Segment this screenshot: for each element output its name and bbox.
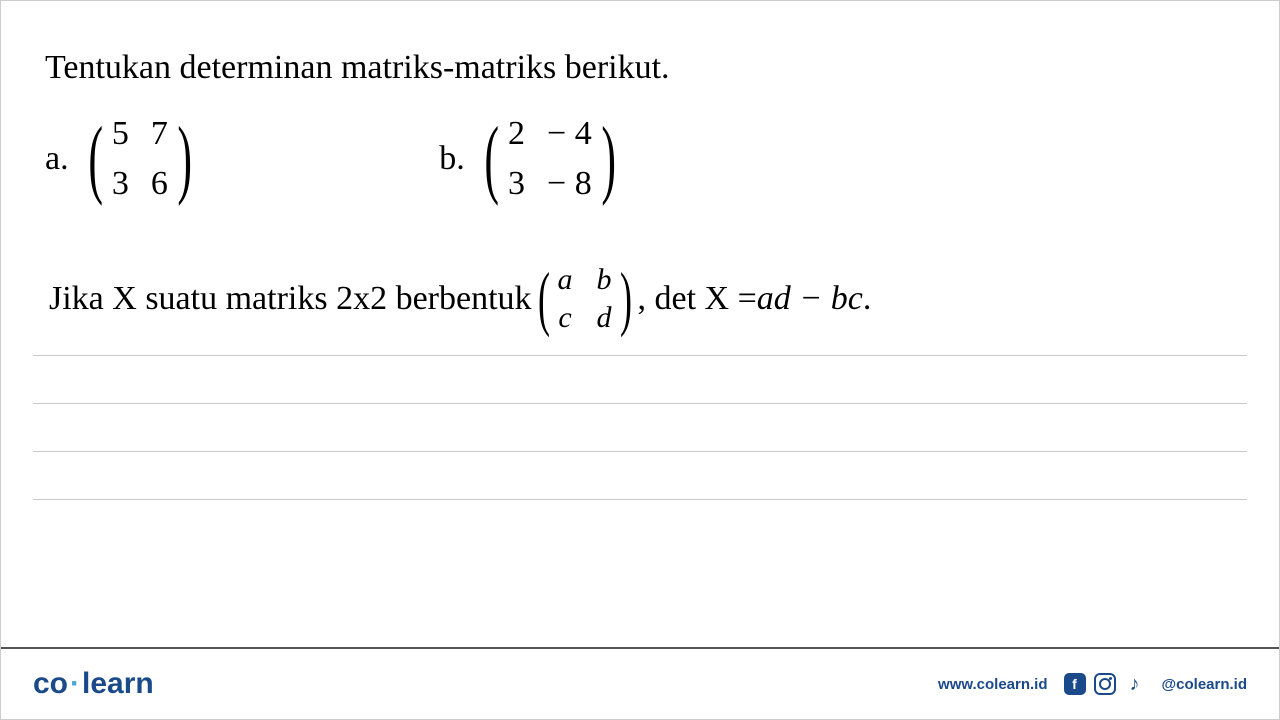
- logo: co·learn: [33, 667, 154, 701]
- logo-learn: learn: [82, 667, 154, 700]
- facebook-icon: f: [1064, 673, 1086, 695]
- right-paren-icon: ): [620, 270, 632, 328]
- problem-b-label: b.: [439, 140, 465, 178]
- right-paren-icon: ): [177, 124, 192, 194]
- ruled-line: [33, 355, 1247, 403]
- formula-mid: , det X =: [638, 280, 757, 318]
- left-paren-icon: (: [538, 270, 550, 328]
- problem-a: a. ( 5 7 3 6 ): [45, 115, 199, 203]
- fm-11: a: [558, 263, 573, 297]
- matrix-a-22: 6: [151, 165, 168, 203]
- left-paren-icon: (: [484, 124, 499, 194]
- content-area: Tentukan determinan matriks-matriks beri…: [1, 1, 1279, 335]
- footer: co·learn www.colearn.id f ♪ @colearn.id: [1, 647, 1279, 719]
- logo-co: co: [33, 667, 68, 700]
- matrix-a-11: 5: [112, 115, 129, 153]
- formula-matrix-body: a b c d: [556, 263, 614, 335]
- logo-dot-icon: ·: [68, 667, 82, 700]
- matrix-a: ( 5 7 3 6 ): [81, 115, 200, 203]
- social-handle: @colearn.id: [1162, 676, 1247, 693]
- tiktok-icon: ♪: [1124, 673, 1146, 695]
- matrix-b: ( 2 − 4 3 − 8 ): [477, 115, 623, 203]
- fm-21: c: [558, 301, 573, 335]
- fm-22: d: [597, 301, 612, 335]
- right-paren-icon: ): [601, 124, 616, 194]
- fm-12: b: [597, 263, 612, 297]
- formula-prefix: Jika X suatu matriks 2x2 berbentuk: [49, 280, 532, 318]
- matrix-a-12: 7: [151, 115, 168, 153]
- problems-row: a. ( 5 7 3 6 ) b. ( 2 − 4 3 − 8: [45, 115, 1235, 203]
- matrix-a-21: 3: [112, 165, 129, 203]
- footer-right: www.colearn.id f ♪ @colearn.id: [938, 673, 1247, 695]
- social-icons: f ♪: [1064, 673, 1146, 695]
- formula-suffix: .: [863, 280, 872, 318]
- ruled-lines: [1, 355, 1279, 547]
- matrix-b-22: − 8: [547, 165, 592, 203]
- ruled-line: [33, 403, 1247, 451]
- ruled-line: [33, 451, 1247, 499]
- formula-row: Jika X suatu matriks 2x2 berbentuk ( a b…: [45, 263, 1235, 335]
- matrix-b-12: − 4: [547, 115, 592, 153]
- matrix-b-21: 3: [508, 165, 525, 203]
- footer-url: www.colearn.id: [938, 676, 1047, 693]
- problem-b: b. ( 2 − 4 3 − 8 ): [439, 115, 623, 203]
- ruled-line: [33, 499, 1247, 547]
- matrix-b-11: 2: [508, 115, 525, 153]
- problem-a-label: a.: [45, 140, 69, 178]
- question-title: Tentukan determinan matriks-matriks beri…: [45, 49, 1235, 87]
- formula-matrix: ( a b c d ): [532, 263, 638, 335]
- left-paren-icon: (: [88, 124, 103, 194]
- formula-expr: ad − bc: [757, 280, 863, 318]
- instagram-icon: [1094, 673, 1116, 695]
- matrix-b-body: 2 − 4 3 − 8: [506, 115, 594, 203]
- matrix-a-body: 5 7 3 6: [110, 115, 170, 203]
